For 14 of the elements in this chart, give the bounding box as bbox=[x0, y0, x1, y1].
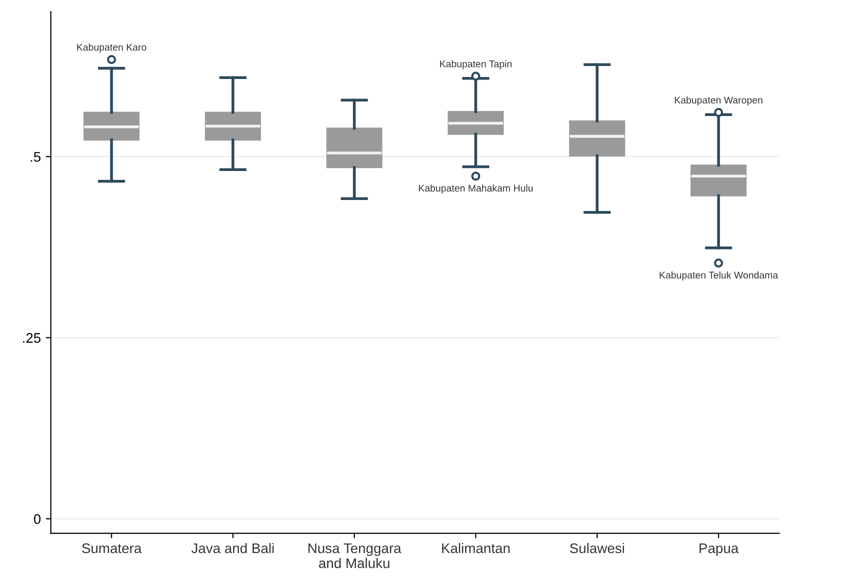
y-tick-label: .25 bbox=[23, 333, 41, 343]
annotation: Kabupaten Tapin bbox=[440, 60, 512, 70]
x-tick-label: Sulawesi bbox=[570, 542, 624, 554]
y-tick-label: 0 bbox=[34, 514, 41, 524]
annotation: Kabupaten Waropen bbox=[674, 96, 762, 106]
y-tick-label: .5 bbox=[30, 152, 41, 162]
x-tick-label: Nusa Tenggara and Maluku bbox=[308, 543, 402, 568]
annotation: Kabupaten Mahakam Hulu bbox=[418, 184, 533, 194]
x-tick-label: Java and Bali bbox=[191, 542, 274, 554]
x-tick-label: Papua bbox=[700, 543, 739, 556]
x-tick-label: Sumatera bbox=[82, 543, 142, 554]
x-tick-label: Kalimantan bbox=[442, 542, 510, 554]
annotation: Kabupaten Karo bbox=[77, 44, 146, 53]
annotation: Kabupaten Teluk Wondama bbox=[660, 271, 778, 280]
